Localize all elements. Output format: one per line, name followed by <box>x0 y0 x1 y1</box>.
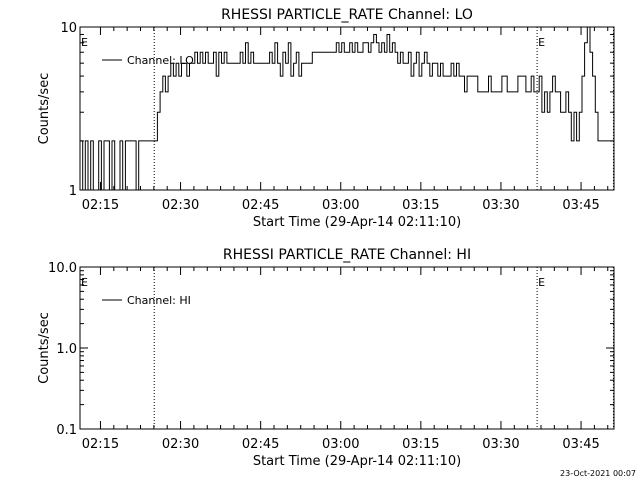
y-tick-label: 10.0 <box>48 261 77 276</box>
x-tick-label: 02:30 <box>162 198 199 213</box>
x-tick-label: 03:30 <box>482 437 519 452</box>
chart-title-1: RHESSI PARTICLE_RATE Channel: LO <box>221 7 473 23</box>
y-tick-label: 1 <box>69 184 77 199</box>
x-tick-label: 03:15 <box>402 437 439 452</box>
x-tick-label: 02:45 <box>242 437 279 452</box>
eclipse-label-e: E <box>538 276 545 289</box>
series-line-1 <box>80 26 615 191</box>
legend-label: Channel: HI <box>127 294 191 307</box>
x-tick-label: 02:30 <box>162 437 199 452</box>
plot-frame-1 <box>79 26 615 191</box>
x-axis-label-2: Start Time (29-Apr-14 02:11:10) <box>253 454 461 469</box>
x-axis-label-1: Start Time (29-Apr-14 02:11:10) <box>253 215 461 230</box>
chart-title-2: RHESSI PARTICLE_RATE Channel: HI <box>223 247 471 263</box>
x-tick-label: 03:45 <box>562 437 599 452</box>
eclipse-label-e: E <box>538 36 545 49</box>
x-tick-label: 03:30 <box>482 198 519 213</box>
y-tick-label: 10 <box>60 21 77 36</box>
legend-label: Channel: LO <box>127 54 194 67</box>
x-tick-label: 02:45 <box>242 198 279 213</box>
eclipse-label-e: E <box>81 276 88 289</box>
y-tick-label: 1.0 <box>56 342 77 357</box>
y-tick-label: 0.1 <box>56 423 77 438</box>
x-tick-label: 03:15 <box>402 198 439 213</box>
x-tick-label: 03:45 <box>562 198 599 213</box>
y-axis-label-1: Counts/sec <box>37 73 52 145</box>
footer-timestamp: 23-Oct-2021 00:07 <box>560 469 636 478</box>
x-tick-label: 03:00 <box>322 437 359 452</box>
x-tick-label: 03:00 <box>322 198 359 213</box>
plot-frame-2 <box>79 266 615 430</box>
y-axis-label-2: Counts/sec <box>37 312 52 384</box>
eclipse-label-e: E <box>81 36 88 49</box>
x-tick-label: 02:15 <box>82 198 119 213</box>
x-tick-label: 02:15 <box>82 437 119 452</box>
